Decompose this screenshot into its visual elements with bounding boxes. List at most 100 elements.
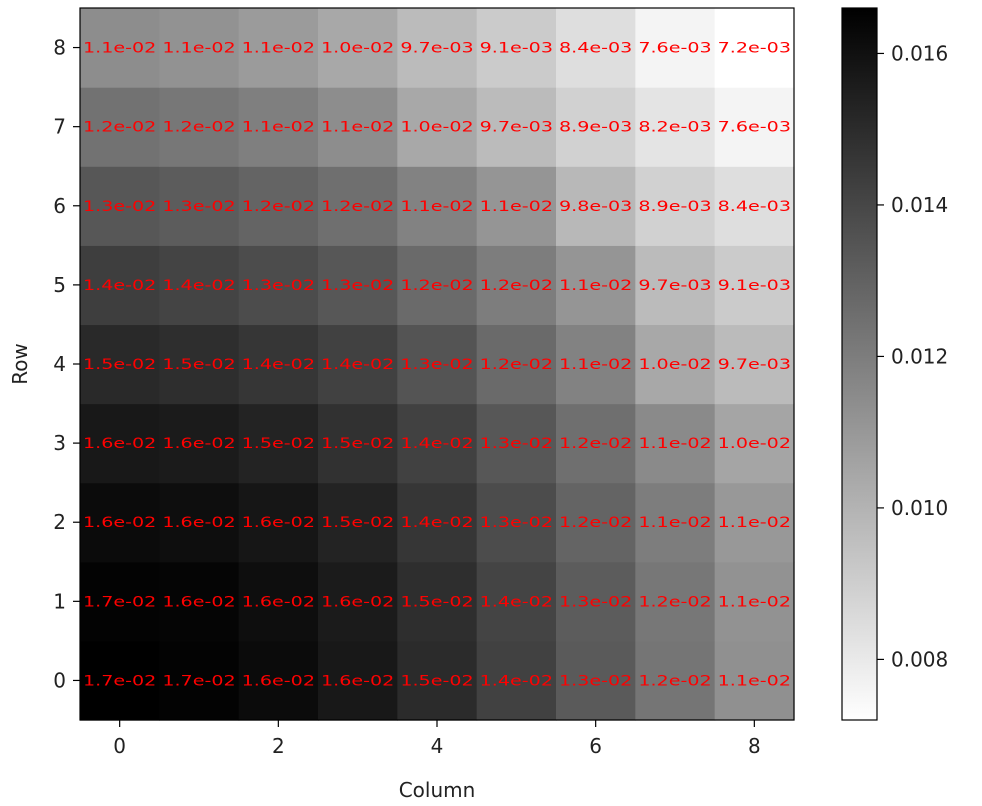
cell-value-label: 9.1e-03 [480, 41, 553, 57]
cell-value-label: 1.3e-02 [162, 199, 235, 215]
heatmap-cell [318, 245, 398, 326]
heatmap-cell [397, 403, 478, 484]
cell-value-label: 1.1e-02 [400, 199, 473, 215]
colorbar [841, 7, 878, 721]
heatmap-cell [80, 87, 160, 167]
heatmap-cell [556, 166, 636, 246]
heatmap-cell [556, 403, 636, 484]
cell-value-label: 8.4e-03 [559, 41, 632, 57]
cell-value-label: 1.2e-02 [83, 120, 156, 136]
heatmap-cell [635, 561, 716, 642]
cell-value-label: 1.7e-02 [83, 673, 156, 689]
heatmap-cell [635, 482, 716, 563]
y-axis: 0 1 2 3 4 5 6 7 8 [53, 36, 80, 692]
heatmap-cell [556, 245, 636, 326]
heatmap-cell [80, 166, 160, 246]
heatmap-cell [238, 640, 319, 721]
heatmap-cell [476, 324, 557, 405]
cell-value-label: 1.4e-02 [83, 278, 156, 294]
cell-value-label: 1.1e-02 [718, 594, 791, 610]
cell-value-label: 9.7e-03 [718, 357, 791, 373]
heatmap-cell [635, 640, 716, 721]
cell-value-label: 8.4e-03 [718, 199, 791, 215]
heatmap-cell [318, 324, 398, 405]
y-tick-label: 5 [53, 273, 66, 297]
y-tick-label: 7 [53, 115, 66, 139]
heatmap-cell [238, 324, 319, 405]
cell-value-label: 1.6e-02 [321, 673, 394, 689]
y-tick-label: 8 [53, 36, 66, 60]
cell-value-label: 7.2e-03 [718, 41, 791, 57]
cell-value-label: 1.5e-02 [242, 436, 315, 452]
cell-value-label: 1.5e-02 [162, 357, 235, 373]
heatmap-cell [714, 245, 795, 326]
cell-value-label: 1.1e-02 [83, 41, 156, 57]
heatmap-cell [714, 324, 795, 405]
heatmap-cell [159, 87, 240, 167]
heatmap-cell [476, 640, 557, 721]
cell-value-label: 1.6e-02 [83, 436, 156, 452]
x-tick-label: 0 [113, 734, 126, 758]
cell-value-label: 9.7e-03 [480, 120, 553, 136]
cell-value-label: 1.6e-02 [321, 594, 394, 610]
heatmap-cell [397, 482, 478, 563]
cell-value-label: 1.4e-02 [162, 278, 235, 294]
heatmap-cell [318, 87, 398, 167]
heatmap-cell [476, 482, 557, 563]
cell-value-label: 1.4e-02 [242, 357, 315, 373]
cell-value-label: 1.1e-02 [718, 673, 791, 689]
cell-value-label: 1.4e-02 [400, 436, 473, 452]
cell-value-label: 1.4e-02 [480, 673, 553, 689]
x-axis-label: Column [399, 778, 476, 802]
y-tick-label: 6 [53, 194, 66, 218]
x-tick-label: 6 [589, 734, 602, 758]
heatmap-cell [556, 8, 636, 88]
y-tick-label: 1 [53, 589, 66, 613]
heatmap-cell [397, 166, 478, 246]
heatmap-cell [159, 245, 240, 326]
cell-value-label: 1.3e-02 [400, 357, 473, 373]
heatmap-cell [159, 640, 240, 721]
cell-value-label: 1.5e-02 [321, 515, 394, 531]
heatmap-cell [159, 482, 240, 563]
cell-value-label: 1.6e-02 [83, 515, 156, 531]
heatmap-cell [635, 324, 716, 405]
heatmap-cell [238, 8, 319, 88]
heatmap-cell [80, 640, 160, 721]
cell-value-label: 1.2e-02 [400, 278, 473, 294]
heatmap-cell [159, 8, 240, 88]
heatmap-cell [476, 245, 557, 326]
heatmap-cell [635, 245, 716, 326]
heatmap-cell [476, 403, 557, 484]
y-tick-label: 0 [53, 668, 66, 692]
x-tick-label: 2 [272, 734, 285, 758]
heatmap-cell [635, 403, 716, 484]
cell-value-label: 1.3e-02 [559, 673, 632, 689]
cell-value-label: 1.5e-02 [400, 673, 473, 689]
cell-value-label: 1.4e-02 [480, 594, 553, 610]
heatmap-cell [318, 8, 398, 88]
cell-value-label: 1.2e-02 [480, 278, 553, 294]
cell-value-label: 1.2e-02 [559, 436, 632, 452]
heatmap-cell [714, 640, 795, 721]
cell-value-label: 1.5e-02 [83, 357, 156, 373]
heatmap-cell [635, 87, 716, 167]
heatmap-cell [476, 166, 557, 246]
heatmap-cell [556, 640, 636, 721]
heatmap-cell [159, 166, 240, 246]
cell-value-label: 1.6e-02 [162, 594, 235, 610]
cell-value-label: 1.0e-02 [321, 41, 394, 57]
cell-value-label: 1.2e-02 [162, 120, 235, 136]
colorbar-axis: 0.008 0.010 0.012 0.014 0.016 [877, 41, 948, 671]
colorbar-tick-label: 0.016 [891, 41, 948, 65]
cell-value-label: 1.6e-02 [162, 436, 235, 452]
heatmap-cell [556, 561, 636, 642]
heatmap-cell [556, 324, 636, 405]
cell-value-label: 1.2e-02 [559, 515, 632, 531]
heatmap-cell [397, 245, 478, 326]
cell-value-label: 1.1e-02 [559, 278, 632, 294]
heatmap-cell [159, 561, 240, 642]
heatmap-cell [714, 403, 795, 484]
heatmap-cell [80, 482, 160, 563]
